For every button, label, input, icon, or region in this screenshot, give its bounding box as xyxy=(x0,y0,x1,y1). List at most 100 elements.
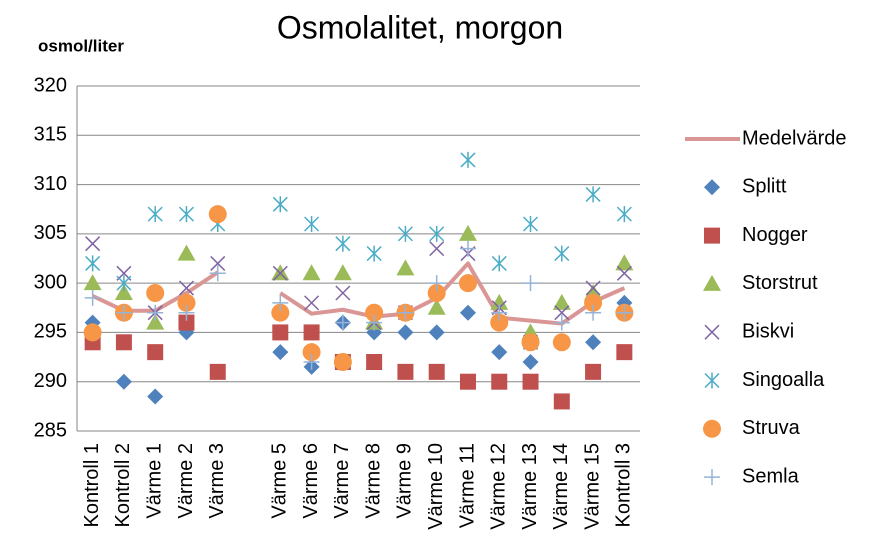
data-point xyxy=(146,313,165,330)
legend-label: Biskvi xyxy=(742,320,794,342)
data-point xyxy=(460,151,476,168)
y-axis-label: osmol/liter xyxy=(38,36,124,55)
data-point xyxy=(585,363,602,380)
data-point xyxy=(177,244,196,261)
data-point xyxy=(147,206,163,223)
data-point xyxy=(114,284,133,300)
x-tick-label: Kontroll 1 xyxy=(81,443,103,528)
data-point xyxy=(459,373,476,390)
legend-label: Splitt xyxy=(742,176,787,198)
legend-marker xyxy=(704,227,720,244)
data-point xyxy=(335,285,351,301)
legend-label: Storstrut xyxy=(742,272,818,294)
data-point xyxy=(272,294,289,311)
data-point xyxy=(491,255,507,272)
data-point xyxy=(616,304,633,321)
y-tick-label: 295 xyxy=(34,321,67,343)
data-point xyxy=(115,334,132,351)
data-point xyxy=(302,343,321,362)
y-tick-label: 290 xyxy=(34,370,67,392)
legend-label: Singoalla xyxy=(742,369,825,391)
x-tick-label: Värme 11 xyxy=(456,443,478,528)
data-point xyxy=(210,255,226,271)
data-point xyxy=(334,314,351,331)
data-point xyxy=(146,284,165,302)
data-point xyxy=(552,333,571,352)
data-point xyxy=(552,293,571,310)
data-point xyxy=(272,344,289,361)
x-tick-label: Värme 12 xyxy=(488,443,510,530)
x-tick-label: Kontroll 3 xyxy=(613,443,635,528)
legend-marker xyxy=(704,469,720,486)
data-point xyxy=(272,265,288,281)
data-point xyxy=(585,304,602,321)
data-point xyxy=(366,245,382,262)
data-point xyxy=(522,373,539,390)
data-point xyxy=(365,303,384,322)
legend-label: Medelvärde xyxy=(742,127,847,149)
data-point xyxy=(115,373,132,390)
x-tick-label: Värme 2 xyxy=(175,443,197,519)
data-point xyxy=(209,265,226,282)
data-point xyxy=(584,293,603,312)
x-tick-label: Värme 5 xyxy=(269,443,291,519)
legend-marker xyxy=(703,274,721,291)
data-point xyxy=(397,363,414,380)
x-tick-label: Värme 10 xyxy=(425,443,447,530)
data-point xyxy=(428,324,445,341)
data-point xyxy=(83,274,102,291)
y-tick-label: 285 xyxy=(34,419,67,441)
legend-marker xyxy=(703,419,721,438)
x-tick-label: Värme 9 xyxy=(394,443,416,519)
data-point xyxy=(427,298,446,315)
data-point xyxy=(397,324,414,341)
data-point xyxy=(491,344,508,361)
data-point xyxy=(522,354,539,370)
legend-label: Nogger xyxy=(742,224,808,246)
data-point xyxy=(459,304,476,321)
data-point xyxy=(366,314,383,331)
data-point xyxy=(304,216,320,232)
mean-line xyxy=(91,261,626,326)
data-point xyxy=(554,245,570,262)
legend-marker xyxy=(704,324,720,340)
data-point xyxy=(271,303,290,322)
legend-marker xyxy=(704,179,720,196)
x-tick-label: Värme 14 xyxy=(550,443,572,530)
data-point xyxy=(458,224,477,241)
data-point xyxy=(490,313,509,332)
data-point xyxy=(397,304,414,321)
data-point xyxy=(178,314,195,331)
data-point xyxy=(396,259,415,276)
data-point xyxy=(302,264,321,281)
data-point xyxy=(616,344,633,361)
data-point xyxy=(585,334,602,351)
y-tick-label: 315 xyxy=(34,124,67,146)
data-point xyxy=(585,280,601,296)
data-point xyxy=(147,388,164,405)
data-point xyxy=(178,280,195,296)
data-point xyxy=(147,344,164,361)
data-point xyxy=(428,275,445,292)
data-point xyxy=(177,293,196,312)
data-point xyxy=(84,289,101,306)
data-point xyxy=(366,354,383,370)
legend-marker xyxy=(704,372,720,389)
data-point xyxy=(116,275,132,292)
data-point xyxy=(209,363,226,380)
data-point xyxy=(178,304,195,321)
data-point xyxy=(615,254,634,271)
data-point xyxy=(304,295,320,311)
data-point xyxy=(616,206,632,223)
x-tick-label: Kontroll 2 xyxy=(112,443,134,528)
data-point xyxy=(333,264,352,281)
data-point xyxy=(272,324,289,341)
x-tick-label: Värme 8 xyxy=(362,443,384,519)
data-point xyxy=(427,284,446,302)
x-tick-label: Värme 7 xyxy=(331,443,353,519)
y-tick-label: 305 xyxy=(34,222,67,244)
data-point xyxy=(585,186,601,203)
y-tick-label: 310 xyxy=(34,173,67,195)
data-point xyxy=(490,293,509,310)
legend-label: Struva xyxy=(742,417,801,439)
